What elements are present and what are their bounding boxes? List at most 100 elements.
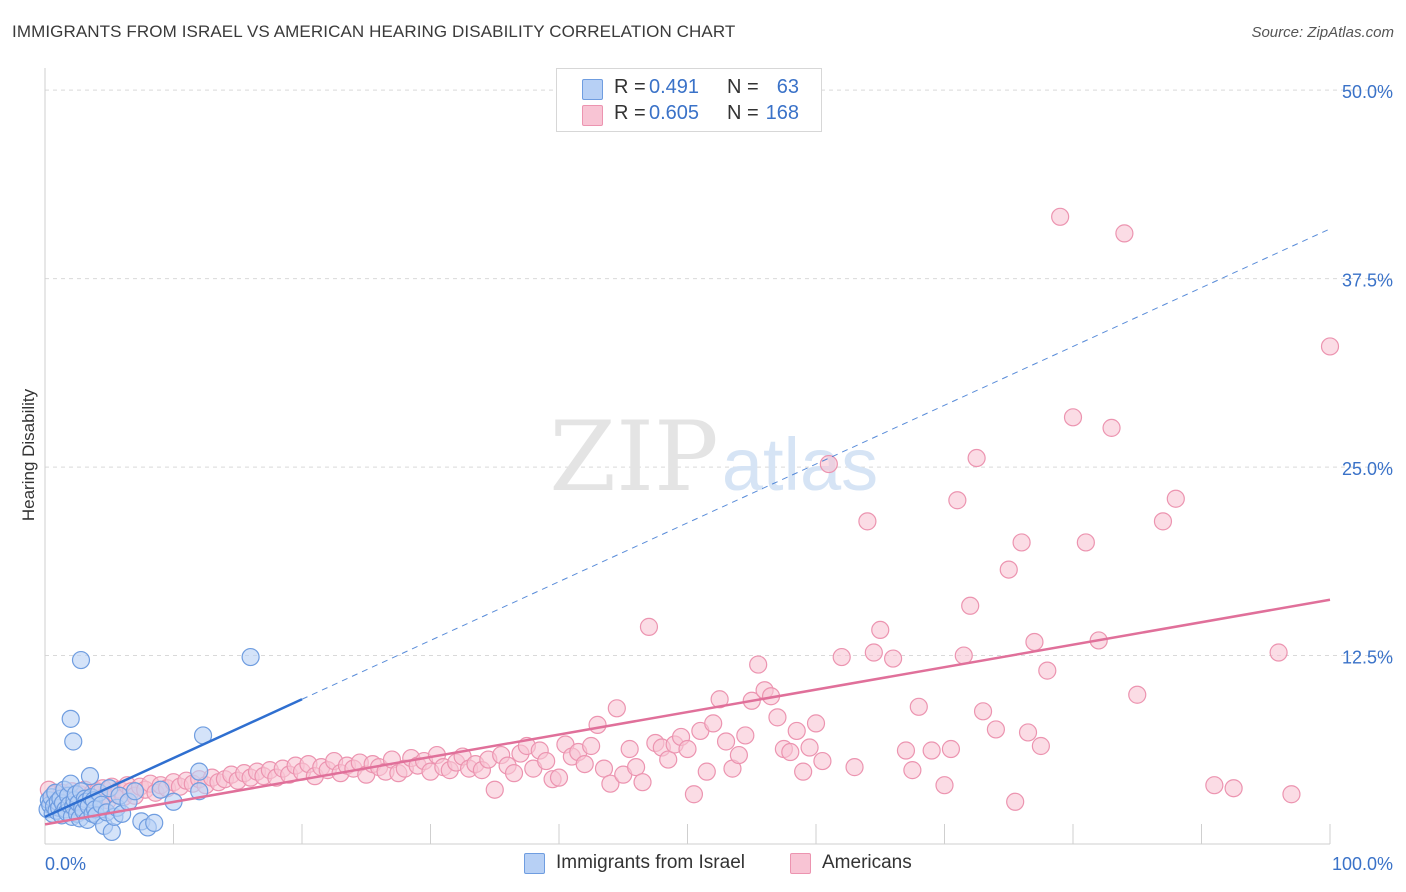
trend-line-dashed bbox=[301, 228, 1331, 700]
x-tick-label: 0.0% bbox=[45, 854, 86, 874]
data-point bbox=[64, 732, 83, 751]
data-point bbox=[935, 776, 954, 795]
data-point bbox=[102, 822, 121, 842]
data-point bbox=[800, 738, 819, 757]
trend-lines bbox=[44, 228, 1331, 826]
data-point bbox=[896, 741, 916, 760]
y-tick-label: 12.5% bbox=[1342, 648, 1393, 668]
data-point bbox=[1038, 661, 1057, 680]
data-point bbox=[1166, 489, 1185, 508]
data-point bbox=[594, 759, 614, 778]
data-point bbox=[1051, 207, 1070, 226]
trend-line-solid bbox=[44, 598, 1331, 826]
trend-line-solid bbox=[44, 698, 303, 818]
data-point bbox=[749, 655, 768, 674]
data-point bbox=[941, 739, 961, 759]
data-point bbox=[626, 758, 646, 777]
r-value: 0.491 bbox=[649, 76, 700, 98]
data-point bbox=[1102, 418, 1121, 437]
data-point bbox=[697, 762, 716, 781]
watermark: ZIP atlas bbox=[549, 401, 878, 513]
legend-swatch-pink bbox=[582, 105, 603, 126]
data-point bbox=[620, 739, 639, 759]
legend-swatch-blue bbox=[524, 853, 545, 874]
data-point bbox=[241, 647, 260, 667]
data-point bbox=[633, 773, 652, 792]
stats-legend: R = 0.491 N = 63 R = 0.605 N = 168 bbox=[556, 68, 822, 132]
data-point bbox=[1205, 776, 1224, 795]
data-point bbox=[999, 560, 1018, 579]
data-point bbox=[61, 709, 80, 728]
data-point bbox=[1006, 792, 1025, 811]
data-point bbox=[781, 742, 800, 762]
chart-title: IMMIGRANTS FROM ISRAEL VS AMERICAN HEARI… bbox=[12, 22, 736, 41]
data-point bbox=[1063, 408, 1083, 427]
data-point bbox=[806, 714, 826, 733]
n-label: N = bbox=[727, 102, 759, 124]
y-axis-label: Hearing Disability bbox=[19, 388, 38, 521]
data-point bbox=[922, 741, 941, 760]
n-label: N = bbox=[727, 76, 759, 98]
data-point bbox=[588, 715, 607, 734]
data-point bbox=[1031, 736, 1050, 756]
r-label: R = bbox=[614, 102, 646, 124]
data-point bbox=[704, 714, 723, 733]
data-point bbox=[1224, 779, 1243, 798]
r-label: R = bbox=[614, 76, 646, 98]
data-point bbox=[1012, 533, 1031, 552]
data-point bbox=[909, 697, 928, 716]
data-point bbox=[145, 813, 164, 832]
data-point bbox=[858, 512, 877, 531]
data-point bbox=[986, 720, 1006, 739]
data-point bbox=[151, 780, 170, 799]
legend-swatch-pink bbox=[790, 853, 811, 874]
data-point bbox=[639, 617, 659, 636]
stats-row-americans: R = 0.605 N = 168 bbox=[557, 102, 821, 128]
data-point bbox=[1128, 685, 1147, 704]
data-point bbox=[1025, 632, 1044, 652]
data-point bbox=[961, 596, 980, 615]
y-tick-label: 25.0% bbox=[1342, 459, 1393, 479]
data-point bbox=[864, 643, 883, 662]
data-point bbox=[1282, 785, 1301, 804]
data-point bbox=[71, 650, 91, 670]
axes bbox=[44, 68, 1331, 845]
data-point bbox=[903, 761, 922, 780]
data-point bbox=[1153, 512, 1173, 531]
data-point bbox=[729, 745, 749, 765]
data-point bbox=[710, 690, 729, 709]
tick-labels: 12.5% 25.0% 37.5% 50.0% 0.0% 100.0% bbox=[45, 82, 1393, 874]
data-point bbox=[1320, 337, 1340, 356]
data-point bbox=[883, 649, 903, 668]
data-point bbox=[684, 785, 704, 804]
x-tick-label: 100.0% bbox=[1332, 854, 1393, 874]
gridlines bbox=[45, 89, 1392, 657]
data-point bbox=[871, 620, 890, 640]
data-point bbox=[485, 780, 504, 799]
israel-points bbox=[38, 647, 260, 842]
data-point bbox=[1269, 643, 1288, 662]
source-credit: Source: ZipAtlas.com bbox=[1251, 24, 1394, 41]
data-point bbox=[80, 767, 100, 786]
n-value: 63 bbox=[776, 76, 799, 98]
data-point bbox=[504, 764, 524, 783]
y-tick-label: 37.5% bbox=[1342, 271, 1393, 291]
data-point bbox=[787, 721, 806, 741]
legend-label-americans: Americans bbox=[822, 852, 912, 873]
watermark-atlas: atlas bbox=[722, 423, 878, 506]
n-value: 168 bbox=[765, 102, 799, 124]
data-point bbox=[1018, 723, 1038, 742]
data-point bbox=[607, 699, 626, 718]
data-point bbox=[659, 750, 678, 769]
y-tick-label: 50.0% bbox=[1342, 82, 1393, 102]
watermark-zip: ZIP bbox=[549, 401, 718, 513]
data-point bbox=[973, 702, 993, 721]
data-point bbox=[736, 726, 755, 745]
data-point bbox=[768, 708, 787, 727]
data-point bbox=[125, 782, 145, 801]
data-point bbox=[575, 754, 594, 774]
data-point bbox=[190, 762, 209, 781]
data-point bbox=[1115, 224, 1134, 243]
data-point bbox=[582, 736, 601, 756]
